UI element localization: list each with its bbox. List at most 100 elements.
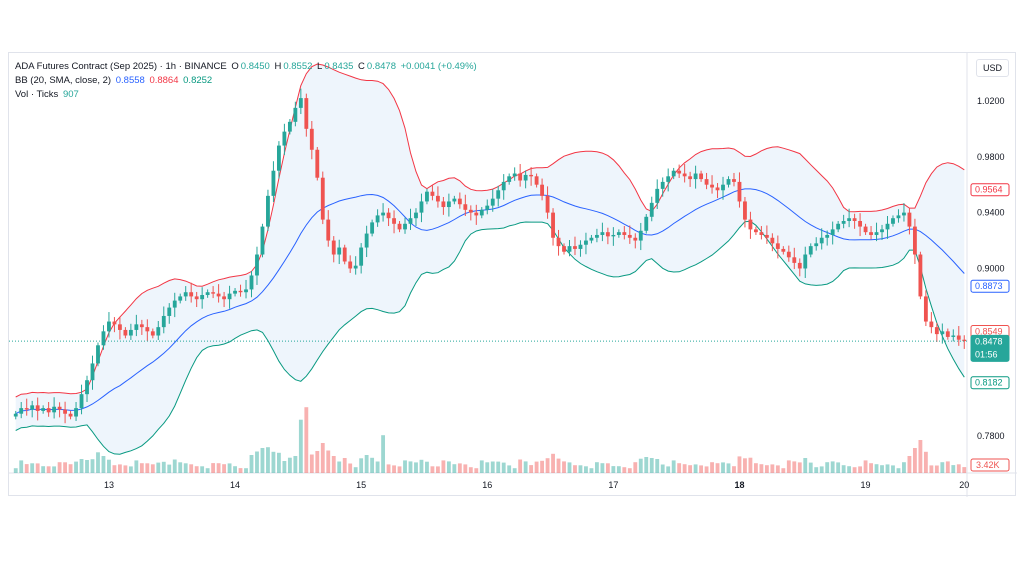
volume-bar	[852, 467, 857, 473]
candle	[852, 213, 857, 229]
volume-bar	[605, 463, 610, 473]
volume-bar	[753, 463, 758, 473]
change-value: +0.0041 (+0.49%)	[400, 61, 477, 72]
volume-tag: 3.42K	[970, 458, 1010, 472]
candle	[435, 186, 440, 208]
candle	[101, 325, 106, 350]
candle	[96, 342, 100, 367]
volume-bar	[781, 468, 786, 473]
candle-body	[869, 232, 873, 235]
price-tick-label: 0.7800	[977, 431, 1005, 441]
volume-bar	[880, 465, 884, 473]
candle	[63, 401, 68, 424]
candle-body	[435, 195, 440, 202]
volume-bar	[671, 460, 676, 473]
candle-body	[677, 170, 682, 174]
volume-bar	[682, 464, 687, 473]
candle	[677, 164, 682, 178]
time-tick-label: 19	[861, 480, 871, 490]
volume-bar	[222, 464, 227, 473]
volume-bar	[425, 461, 429, 473]
candle	[408, 208, 413, 230]
volume-bar	[255, 451, 259, 473]
symbol-title[interactable]: ADA Futures Contract (Sep 2025) · 1h · B…	[15, 61, 227, 72]
candle	[770, 233, 775, 252]
volume-bar	[282, 461, 287, 473]
candle-body	[249, 275, 254, 290]
candle	[611, 227, 616, 246]
candle	[68, 410, 73, 420]
candle-body	[260, 226, 265, 255]
candle	[562, 243, 566, 255]
candle-body	[403, 223, 407, 230]
candle	[567, 239, 572, 257]
volume-bar	[622, 467, 627, 473]
candle	[189, 282, 194, 303]
volume-tag-box	[970, 458, 1010, 472]
volume-bar	[721, 462, 725, 473]
candle-body	[699, 173, 704, 180]
volume-bar	[490, 461, 495, 473]
candle-body	[715, 187, 720, 191]
candle	[825, 230, 830, 246]
candle-body	[304, 98, 309, 129]
candle	[551, 208, 555, 246]
candle	[315, 146, 320, 181]
volume-bar	[150, 464, 155, 473]
volume-bar	[315, 451, 320, 473]
legend-bb-row[interactable]: BB (20, SMA, close, 2) 0.8558 0.8864 0.8…	[15, 75, 214, 86]
candle-body	[737, 181, 742, 202]
candle	[260, 223, 265, 258]
candlesticks	[13, 88, 967, 424]
candle-body	[101, 331, 106, 346]
bb-upper-value: 0.8864	[149, 75, 179, 86]
candle	[30, 400, 35, 418]
volume-bar	[764, 465, 769, 473]
volume-bar	[726, 463, 731, 473]
candle	[633, 233, 638, 249]
candle-body	[885, 223, 890, 230]
candle-body	[797, 262, 802, 269]
candle-body	[79, 394, 84, 409]
candle-body	[271, 170, 276, 196]
currency-button[interactable]: USD	[975, 59, 1009, 77]
candle	[227, 285, 232, 309]
candle-body	[627, 234, 632, 238]
candle-body	[397, 223, 402, 230]
volume-bar	[85, 460, 89, 473]
candle	[19, 401, 24, 419]
candle-body	[710, 184, 714, 188]
candle	[764, 225, 769, 244]
legend-volume-row[interactable]: Vol · Ticks 907	[15, 89, 81, 100]
candle-body	[600, 232, 605, 235]
volume-bar	[923, 451, 928, 473]
candle-body	[463, 204, 468, 210]
candle	[117, 316, 122, 340]
chart-panel[interactable]: 1.0200 0.9800 0.9400 0.9000 0.7800 13 14 15 16 1…	[8, 52, 1017, 497]
candle	[430, 185, 435, 201]
candle	[244, 279, 248, 299]
vol-value: 907	[62, 89, 79, 100]
candle	[912, 218, 917, 265]
volume-bar	[167, 464, 172, 473]
candle-body	[945, 331, 950, 337]
volume-bar	[403, 460, 407, 473]
candle-body	[326, 219, 331, 241]
volume-bar	[172, 459, 177, 473]
candle	[907, 208, 912, 235]
volume-bar	[907, 456, 912, 473]
candle-body	[194, 296, 199, 300]
candle	[655, 179, 660, 209]
candle-body	[457, 198, 462, 205]
candle-body	[808, 246, 813, 255]
volume-bar	[441, 460, 446, 473]
volume-bar	[392, 465, 396, 473]
candle-body	[781, 248, 786, 252]
volume-bar	[501, 462, 506, 473]
volume-bar	[715, 463, 720, 473]
candle-body	[216, 293, 221, 297]
volume-bar	[786, 460, 791, 473]
candle-body	[392, 218, 396, 224]
volume-bar	[293, 456, 298, 473]
